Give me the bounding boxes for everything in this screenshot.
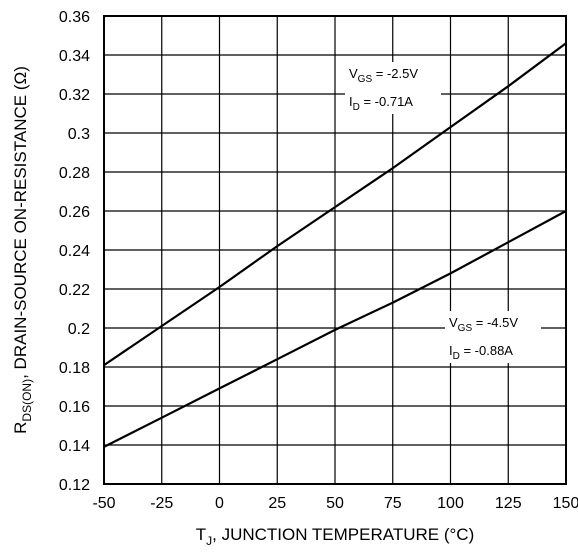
annotation-line-id: ID = -0.88A — [449, 343, 513, 362]
x-tick-label: -50 — [92, 495, 115, 512]
y-tick-label: 0.22 — [59, 282, 90, 299]
y-tick-label: 0.28 — [59, 165, 90, 182]
y-tick-label: 0.16 — [59, 399, 90, 416]
series-line-1 — [103, 42, 567, 367]
plot-frame — [103, 15, 567, 485]
x-tick-labels: -50 -25 0 25 50 75 100 125 150 — [92, 495, 578, 512]
x-tick-label: 150 — [553, 495, 578, 512]
annotation-line-id: ID = -0.71A — [349, 94, 413, 113]
annotation-vgs-2-5: VGS = -2.5V ID = -0.71A — [345, 62, 441, 114]
y-tick-label: 0.14 — [59, 438, 90, 455]
annotation-line-vgs: VGS = -2.5V — [349, 66, 418, 85]
y-tick-label: 0.12 — [59, 477, 90, 494]
y-axis-title: RDS(ON), DRAIN-SOURCE ON-RESISTANCE (Ω) — [11, 66, 34, 434]
data-lines — [103, 42, 567, 448]
x-tick-label: 75 — [384, 495, 402, 512]
x-tick-label: 0 — [215, 495, 224, 512]
x-tick-label: 25 — [268, 495, 286, 512]
y-tick-labels: 0.12 0.14 0.16 0.18 0.2 0.22 0.24 0.26 0.28 0.3 0.… — [59, 9, 90, 494]
y-tick-label: 0.36 — [59, 9, 90, 26]
y-tick-label: 0.34 — [59, 48, 90, 65]
x-tick-label: -25 — [150, 495, 173, 512]
y-tick-label: 0.26 — [59, 204, 90, 221]
grid-lines — [103, 15, 567, 485]
annotation-vgs-4-5: VGS = -4.5V ID = -0.88A — [445, 311, 541, 363]
y-tick-label: 0.24 — [59, 243, 90, 260]
annotation-line-vgs: VGS = -4.5V — [449, 315, 518, 334]
x-tick-label: 100 — [437, 495, 464, 512]
x-axis-title: TJ, JUNCTION TEMPERATURE (°C) — [196, 525, 475, 548]
y-tick-label: 0.3 — [68, 126, 90, 143]
y-tick-label: 0.32 — [59, 87, 90, 104]
y-tick-label: 0.2 — [68, 321, 90, 338]
series-line-2 — [103, 210, 567, 448]
x-tick-label: 50 — [326, 495, 344, 512]
x-tick-label: 125 — [495, 495, 522, 512]
y-tick-label: 0.18 — [59, 360, 90, 377]
